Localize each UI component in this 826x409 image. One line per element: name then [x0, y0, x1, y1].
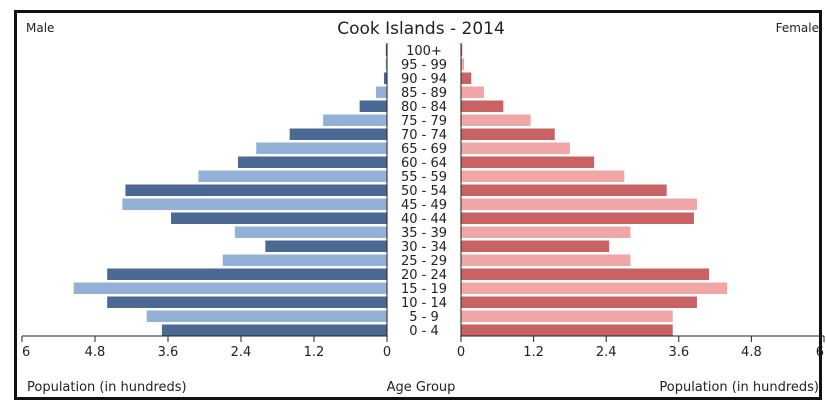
female-bar	[461, 44, 463, 56]
male-tick-label: 0	[383, 345, 391, 360]
age-group-label: 100+	[406, 44, 442, 59]
male-bar	[385, 44, 387, 56]
female-bar	[461, 282, 728, 294]
age-group-label: 20 - 24	[401, 268, 447, 283]
age-group-label: 45 - 49	[401, 198, 447, 213]
age-group-label: 80 - 84	[401, 100, 447, 115]
female-tick-label: 0	[457, 345, 465, 360]
age-group-label: 15 - 19	[401, 282, 447, 297]
age-group-label: 50 - 54	[401, 184, 447, 199]
age-group-label: 60 - 64	[401, 156, 447, 171]
female-bar	[461, 212, 694, 224]
male-bar	[146, 310, 387, 322]
age-group-label: 0 - 4	[409, 324, 439, 339]
age-group-label: 95 - 99	[401, 58, 447, 73]
male-tick-label: 1.2	[304, 345, 325, 360]
female-tick-label: 1.2	[523, 345, 544, 360]
female-bar	[461, 240, 610, 252]
male-bar	[125, 184, 388, 196]
male-bar	[107, 268, 388, 280]
female-bar	[461, 156, 595, 168]
x-axis-label-center: Age Group	[387, 380, 456, 395]
female-bar	[461, 72, 472, 84]
male-bar	[383, 72, 387, 84]
female-bar	[461, 184, 667, 196]
age-group-label: 85 - 89	[401, 86, 447, 101]
male-bar	[234, 226, 387, 238]
male-bar	[222, 254, 387, 266]
female-bar	[461, 198, 697, 210]
male-bar	[171, 212, 387, 224]
age-group-label: 65 - 69	[401, 142, 447, 157]
female-bar	[461, 114, 531, 126]
chart-frame: Cook Islands - 2014 Male Female 100+ 95 -…	[14, 10, 825, 400]
age-group-label: 35 - 39	[401, 226, 447, 241]
male-bar	[376, 86, 387, 98]
chart-title: Cook Islands - 2014	[337, 19, 505, 39]
female-tick-label: 4.8	[741, 345, 762, 360]
male-tick-label: 3.6	[158, 345, 179, 360]
female-bar	[461, 170, 625, 182]
male-bar	[359, 100, 387, 112]
age-group-label: 70 - 74	[401, 128, 447, 143]
female-bar	[461, 226, 631, 238]
female-tick-label: 3.6	[668, 345, 689, 360]
female-tick-label: 2.4	[596, 345, 617, 360]
male-bar	[107, 296, 388, 308]
female-bar	[461, 100, 504, 112]
female-bar	[461, 310, 673, 322]
age-group-label: 30 - 34	[401, 240, 447, 255]
female-bar	[461, 296, 697, 308]
female-bar	[461, 86, 484, 98]
male-tick-label: 4.8	[85, 345, 106, 360]
age-group-label: 25 - 29	[401, 254, 447, 269]
age-group-label: 5 - 9	[409, 310, 439, 325]
male-bar	[237, 156, 387, 168]
female-label: Female	[776, 21, 819, 35]
female-bar	[461, 268, 710, 280]
x-axis-label-right: Population (in hundreds)	[659, 380, 819, 395]
age-group-label: 55 - 59	[401, 170, 447, 185]
x-axis-label-left: Population (in hundreds)	[27, 380, 187, 395]
male-tick-label: 6	[22, 345, 30, 360]
female-bar	[461, 58, 465, 70]
age-group-label: 90 - 94	[401, 72, 447, 87]
male-label: Male	[26, 21, 54, 35]
male-bar	[161, 324, 387, 336]
female-bar	[461, 142, 570, 154]
age-group-label: 75 - 79	[401, 114, 447, 129]
male-bar	[256, 142, 387, 154]
male-bar	[198, 170, 387, 182]
male-bar	[122, 198, 387, 210]
male-bar	[323, 114, 387, 126]
male-bar	[289, 128, 387, 140]
female-bar	[461, 128, 555, 140]
male-bar	[73, 282, 388, 294]
female-bar	[461, 254, 631, 266]
male-bar	[265, 240, 387, 252]
male-bar	[385, 58, 387, 70]
female-tick-label: 6	[816, 345, 824, 360]
population-pyramid-chart: Cook Islands - 2014 Male Female 100+95 -…	[21, 19, 825, 395]
male-tick-label: 2.4	[231, 345, 252, 360]
age-group-label: 10 - 14	[401, 296, 447, 311]
age-group-label: 40 - 44	[401, 212, 447, 227]
female-bar	[461, 324, 673, 336]
